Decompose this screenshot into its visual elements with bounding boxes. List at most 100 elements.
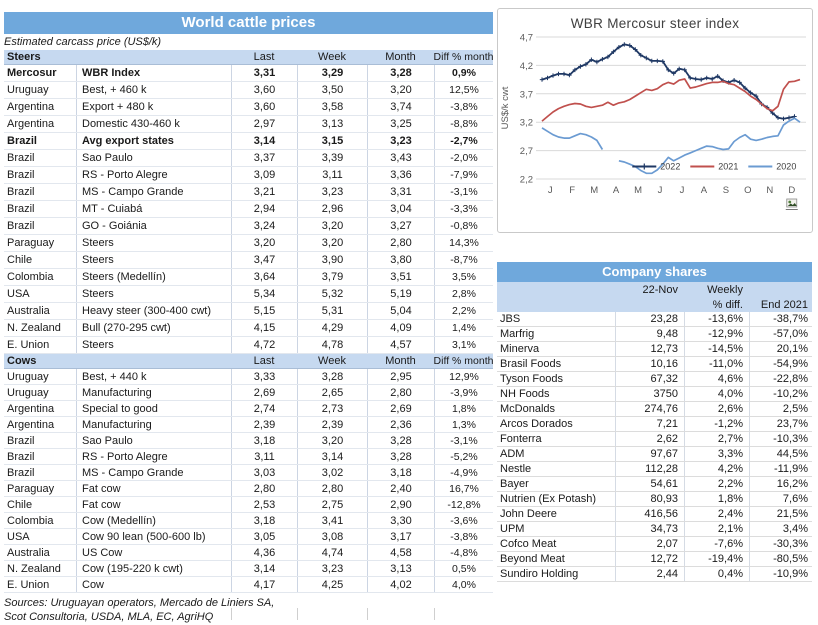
cell-diff-percent: 3,5% [434, 269, 493, 285]
cell-country: Colombia [7, 514, 54, 527]
cell-end-2021: 7,6% [749, 492, 812, 506]
cell-month: 2,80 [367, 385, 434, 400]
cell-description: Steers [76, 252, 231, 268]
legend-label-2021: 2021 [718, 162, 738, 172]
cell-diff-percent: -4,9% [434, 465, 493, 480]
cell-week: 3,20 [297, 218, 367, 234]
cell-week: 5,31 [297, 303, 367, 319]
cell-description: Avg export states [76, 133, 231, 149]
cell-month: 3,25 [367, 116, 434, 132]
cell-company-name: UPM [500, 523, 525, 535]
cell-country: USA [7, 288, 30, 300]
table-row: Brazil Avg export states 3,14 3,15 3,23 -2,7% [4, 133, 493, 150]
cell-company-name: Minerva [500, 343, 540, 355]
cell-description: Manufacturing [76, 417, 231, 432]
cell-diff-percent: 16,7% [434, 481, 493, 496]
x-month-label: M [634, 185, 642, 196]
x-month-label: J [658, 185, 663, 196]
cell-weekly-diff: 3,3% [684, 447, 749, 461]
cell-diff-percent: -2,0% [434, 150, 493, 166]
cell-price: 34,73 [615, 522, 684, 536]
cell-country: Chile [7, 498, 33, 511]
cell-company-name: Bayer [500, 478, 529, 490]
cell-price: 80,93 [615, 492, 684, 506]
cell-country: N. Zealand [7, 562, 61, 575]
table-row: Uruguay Best, + 460 k 3,60 3,50 3,20 12,5% [4, 82, 493, 99]
cell-month: 5,04 [367, 303, 434, 319]
share-row: NH Foods 3750 4,0% -10,2% [497, 387, 812, 402]
cell-month: 3,30 [367, 513, 434, 528]
table-row: Argentina Domestic 430-460 k 2,97 3,13 3,25-… [4, 116, 493, 133]
cell-last: 3,14 [231, 561, 297, 576]
cell-diff-percent: -3,8% [434, 99, 493, 115]
cell-company-name: Nutrien (Ex Potash) [500, 493, 596, 505]
x-month-label: J [548, 185, 553, 196]
cell-diff-percent: -0,8% [434, 218, 493, 234]
cell-month: 3,31 [367, 184, 434, 200]
cell-month: 4,58 [367, 545, 434, 560]
cell-weekly-diff: -12,9% [684, 327, 749, 341]
section-label: Steers [7, 51, 41, 63]
cell-price: 2,44 [615, 567, 684, 581]
mercosur-steer-index-chart: WBR Mercosur steer index 2,2 2,7 3,2 3,7 4,2… [497, 8, 813, 233]
share-row: Nutrien (Ex Potash) 80,93 1,8% 7,6% [497, 492, 812, 507]
cell-weekly-diff: -7,6% [684, 537, 749, 551]
cell-price: 2,07 [615, 537, 684, 551]
table-row: Brazil MS - Campo Grande 3,21 3,23 3,31 -3,1% [4, 184, 493, 201]
cell-price: 54,61 [615, 477, 684, 491]
cell-country: Brazil [7, 220, 35, 232]
cell-week: 2,65 [297, 385, 367, 400]
cell-end-2021: 3,4% [749, 522, 812, 536]
cell-diff-percent: -12,8% [434, 497, 493, 512]
legend-label-2022: 2022 [660, 162, 680, 172]
cell-end-2021: -54,9% [749, 357, 812, 371]
cell-country: Paraguay [7, 237, 55, 249]
cell-diff-percent: -3,8% [434, 529, 493, 544]
cell-weekly-diff: -1,2% [684, 417, 749, 431]
cell-weekly-diff: -11,0% [684, 357, 749, 371]
share-row: Nestle 112,28 4,2% -11,9% [497, 462, 812, 477]
cell-description: Steers [76, 235, 231, 251]
header-date: 22-Nov [642, 283, 678, 296]
x-month-label: A [701, 185, 708, 196]
cell-weekly-diff: 2,4% [684, 507, 749, 521]
cell-end-2021: -10,9% [749, 567, 812, 581]
cell-diff-percent: 12,5% [434, 82, 493, 98]
cell-week: 5,32 [297, 286, 367, 302]
cell-diff-percent: 1,3% [434, 417, 493, 432]
table-row: N. Zealand Bull (270-295 cwt) 4,15 4,29 4,09… [4, 320, 493, 337]
table-row: Argentina Manufacturing 2,39 2,39 2,36 1,3% [4, 417, 493, 433]
cell-week: 3,14 [297, 449, 367, 464]
cell-diff-percent: 0,5% [434, 561, 493, 576]
cell-company-name: Marfrig [500, 328, 535, 340]
gridline-stub [434, 608, 435, 620]
share-row: Fonterra 2,62 2,7% -10,3% [497, 432, 812, 447]
cell-diff-percent: 1,8% [434, 401, 493, 416]
cell-month: 3,23 [367, 133, 434, 149]
cell-month: 3,27 [367, 218, 434, 234]
cell-description: Sao Paulo [76, 150, 231, 166]
cell-description: WBR Index [76, 65, 231, 81]
cell-country: E. Union [7, 339, 50, 351]
cell-last: 2,39 [231, 417, 297, 432]
y-tick-label: 3,2 [520, 118, 533, 129]
cell-diff-percent: -3,1% [434, 433, 493, 448]
sources-line-2: Scot Consultoria, USDA, MLA, EC, AgriHQ [4, 611, 214, 623]
cell-diff-percent: -7,9% [434, 167, 493, 183]
cell-last: 3,18 [231, 433, 297, 448]
cell-end-2021: 44,5% [749, 447, 812, 461]
cell-last: 2,80 [231, 481, 297, 496]
cell-weekly-diff: 2,2% [684, 477, 749, 491]
cell-country: USA [7, 530, 30, 543]
cell-country: Brazil [7, 450, 35, 463]
company-shares-title: Company shares [497, 262, 812, 282]
cell-week: 3,23 [297, 561, 367, 576]
company-shares-rows: JBS 23,28 -13,6% -38,7% Marfrig 9,48 -12,9% -57… [497, 312, 812, 582]
cell-country: Chile [7, 254, 33, 266]
share-row: UPM 34,73 2,1% 3,4% [497, 522, 812, 537]
cell-last: 3,60 [231, 99, 297, 115]
series-line-2020 [541, 127, 604, 150]
cell-last: 2,69 [231, 385, 297, 400]
cell-end-2021: -22,8% [749, 372, 812, 386]
share-row: Tyson Foods 67,32 4,6% -22,8% [497, 372, 812, 387]
